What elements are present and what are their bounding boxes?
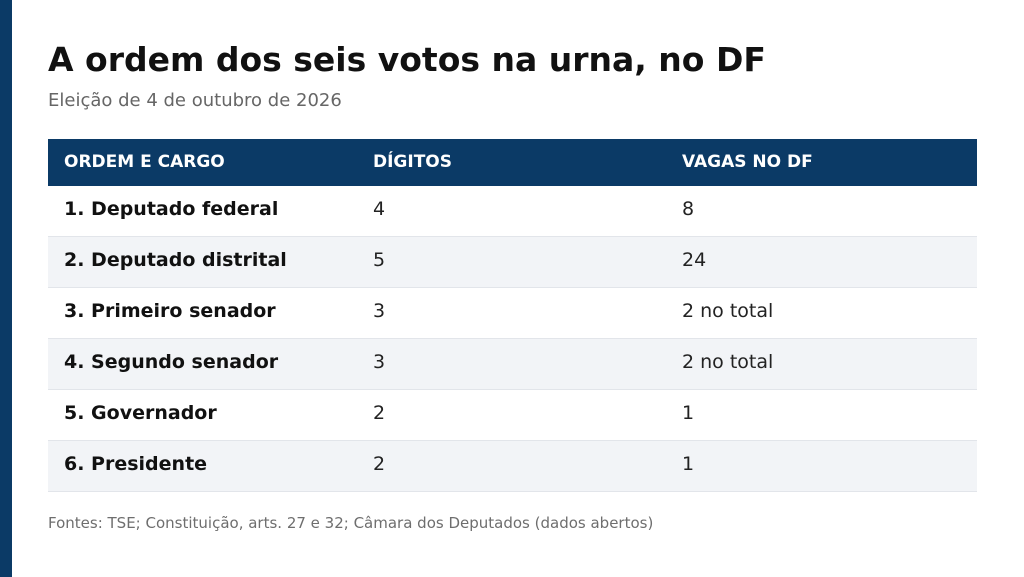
cell-vagas: 2 no total (682, 351, 774, 373)
cell-digitos: 5 (373, 249, 386, 271)
cell-digitos: 3 (373, 300, 386, 322)
cell-vagas: 1 (682, 453, 695, 475)
header-digitos: DÍGITOS (373, 152, 453, 172)
cell-digitos: 3 (373, 351, 386, 373)
table-row: 2. Deputado distrital 5 24 (48, 237, 977, 288)
header-ordem-cargo: ORDEM E CARGO (64, 152, 225, 172)
cell-vagas: 1 (682, 402, 695, 424)
accent-bar (0, 0, 12, 577)
cell-cargo: 2. Deputado distrital (64, 249, 287, 271)
table-row: 4. Segundo senador 3 2 no total (48, 339, 977, 390)
sources-footnote: Fontes: TSE; Constituição, arts. 27 e 32… (48, 514, 654, 532)
cell-vagas: 24 (682, 249, 707, 271)
cell-cargo: 1. Deputado federal (64, 198, 279, 220)
cell-cargo: 5. Governador (64, 402, 217, 424)
page-title: A ordem dos seis votos na urna, no DF (48, 40, 766, 79)
table-row: 1. Deputado federal 4 8 (48, 186, 977, 237)
votes-table: ORDEM E CARGO DÍGITOS VAGAS NO DF 1. Dep… (48, 139, 977, 492)
table-row: 5. Governador 2 1 (48, 390, 977, 441)
header-vagas: VAGAS NO DF (682, 152, 813, 172)
cell-digitos: 2 (373, 453, 386, 475)
cell-digitos: 2 (373, 402, 386, 424)
cell-vagas: 8 (682, 198, 695, 220)
page-subtitle: Eleição de 4 de outubro de 2026 (48, 90, 342, 111)
table-row: 6. Presidente 2 1 (48, 441, 977, 492)
cell-digitos: 4 (373, 198, 386, 220)
table-header: ORDEM E CARGO DÍGITOS VAGAS NO DF (48, 139, 977, 186)
cell-cargo: 3. Primeiro senador (64, 300, 276, 322)
cell-vagas: 2 no total (682, 300, 774, 322)
cell-cargo: 4. Segundo senador (64, 351, 279, 373)
table-row: 3. Primeiro senador 3 2 no total (48, 288, 977, 339)
cell-cargo: 6. Presidente (64, 453, 208, 475)
